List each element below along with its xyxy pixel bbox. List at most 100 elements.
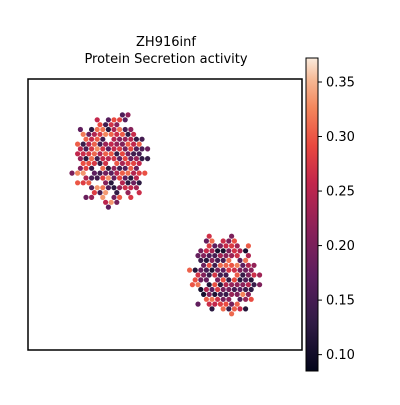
- hex-spot: [119, 180, 125, 186]
- hex-spot: [201, 262, 207, 268]
- hex-spot: [212, 291, 218, 297]
- hex-spot: [86, 131, 92, 137]
- hex-spot: [103, 160, 109, 166]
- hex-spot: [145, 156, 151, 162]
- hex-spot: [100, 175, 106, 181]
- hex-spot: [117, 136, 123, 142]
- hex-spot: [245, 272, 251, 278]
- hex-spot: [251, 272, 257, 278]
- hex-spot: [215, 267, 221, 273]
- hex-spot: [237, 267, 243, 273]
- hex-spot: [201, 253, 207, 259]
- hex-spot: [131, 180, 137, 186]
- hex-spot: [229, 282, 235, 288]
- hex-spot: [125, 151, 131, 157]
- hex-spot: [203, 277, 209, 283]
- hex-spot: [226, 306, 232, 312]
- hex-spot: [212, 243, 218, 249]
- hex-spot: [136, 151, 142, 157]
- hex-spot: [91, 141, 97, 147]
- hex-spot: [248, 286, 254, 293]
- hex-spot: [117, 175, 123, 181]
- hex-spot: [103, 122, 109, 128]
- hex-spot: [212, 301, 218, 307]
- hex-spot: [125, 180, 131, 186]
- hex-spot: [215, 277, 221, 283]
- hex-spot: [217, 301, 223, 307]
- hex-spot: [77, 156, 83, 162]
- hex-spot: [111, 117, 117, 123]
- hex-spot: [105, 126, 111, 133]
- hex-spot: [198, 257, 204, 263]
- hex-spot: [240, 262, 246, 268]
- hex-spot: [226, 267, 232, 273]
- hex-spot: [111, 126, 117, 133]
- hex-spot: [103, 170, 109, 176]
- hex-spot: [243, 277, 249, 283]
- hex-spot: [203, 248, 209, 254]
- hex-spot: [128, 185, 134, 191]
- hex-spot: [94, 156, 100, 162]
- hex-spot: [125, 190, 131, 196]
- hex-spot: [117, 126, 123, 133]
- hex-spot: [226, 248, 232, 254]
- hex-spot: [125, 112, 131, 118]
- hex-spot: [234, 262, 240, 268]
- hex-spot: [223, 282, 229, 288]
- hex-spot: [187, 267, 193, 273]
- hex-spot: [215, 257, 221, 263]
- hex-spot: [231, 306, 237, 312]
- hex-spot: [91, 131, 97, 137]
- hex-spot: [80, 160, 86, 166]
- hex-spot: [117, 185, 123, 191]
- hex-spot: [108, 122, 114, 128]
- hex-spot: [136, 170, 142, 176]
- hex-spot: [206, 233, 212, 239]
- hex-spot: [122, 185, 128, 191]
- hex-spot: [243, 248, 249, 254]
- hex-spot: [257, 272, 263, 278]
- hex-spot: [220, 277, 226, 283]
- hex-spot: [94, 146, 100, 152]
- hex-spot: [122, 165, 128, 171]
- hex-spot: [206, 243, 212, 249]
- hex-spot: [125, 131, 131, 137]
- hex-spot: [105, 204, 111, 210]
- hex-spot: [223, 272, 229, 278]
- hex-spot: [105, 185, 111, 191]
- hex-spot: [100, 194, 106, 200]
- hex-spot: [209, 296, 215, 302]
- hex-spot: [217, 262, 223, 268]
- hex-spot: [103, 141, 109, 147]
- hex-spot: [248, 267, 254, 273]
- hex-spot: [203, 267, 209, 273]
- hex-spot: [83, 175, 89, 181]
- hex-spot: [220, 306, 226, 312]
- hex-spot: [100, 185, 106, 191]
- hex-spot: [251, 282, 257, 288]
- hex-spot: [237, 286, 243, 293]
- hex-spot: [83, 146, 89, 152]
- hex-spot: [139, 136, 145, 142]
- hex-spot: [206, 291, 212, 297]
- hex-spot: [220, 286, 226, 293]
- hex-spot: [111, 156, 117, 162]
- hex-spot: [206, 253, 212, 259]
- hex-spot: [226, 286, 232, 293]
- hex-spot: [215, 248, 221, 254]
- hex-spot: [105, 175, 111, 181]
- hex-spot: [80, 131, 86, 137]
- hex-spot: [133, 146, 139, 152]
- hex-spot: [122, 126, 128, 133]
- hex-spot: [234, 272, 240, 278]
- hex-spot: [128, 165, 134, 171]
- hex-spot: [83, 194, 89, 200]
- hex-spot: [192, 277, 198, 283]
- hex-spot: [212, 253, 218, 259]
- hex-spot: [251, 262, 257, 268]
- hex-spot: [100, 126, 106, 133]
- hex-spot: [111, 175, 117, 181]
- hex-spot: [122, 146, 128, 152]
- hex-spot: [226, 296, 232, 302]
- hex-spot: [89, 146, 95, 152]
